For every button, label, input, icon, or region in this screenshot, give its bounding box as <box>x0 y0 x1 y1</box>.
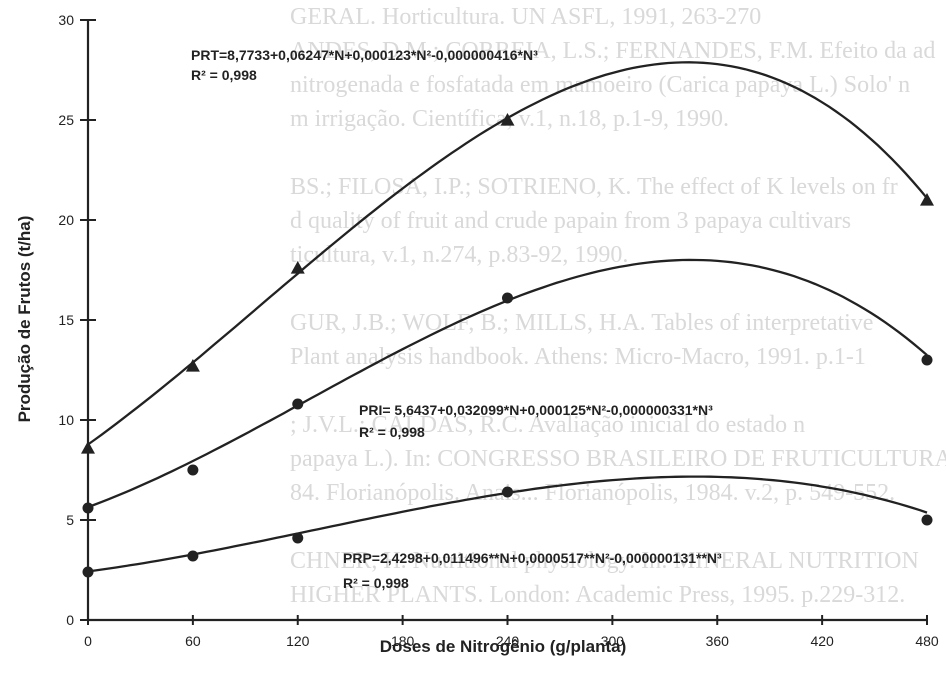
tick-labels: 0 60 120 180 240 300 360 420 480 0 5 10 15 20 25 30 <box>58 12 938 649</box>
triangle-marker <box>185 359 200 372</box>
circle-marker <box>502 292 513 304</box>
x-tick-label: 300 <box>601 633 625 649</box>
r2-prt: R² = 0,998 <box>191 67 257 83</box>
x-tick-label: 420 <box>810 633 834 649</box>
r2-pri: R² = 0,998 <box>359 424 425 440</box>
circle-marker <box>187 550 199 562</box>
circle-marker <box>82 566 94 578</box>
x-tick-label: 60 <box>185 633 201 649</box>
triangle-marker <box>500 113 515 126</box>
y-tick-label: 0 <box>66 612 74 628</box>
circle-marker <box>502 486 513 498</box>
triangle-marker <box>290 261 305 274</box>
y-tick-label: 30 <box>58 12 74 28</box>
chart-axes <box>80 19 928 625</box>
equation-prp: PRP=2,4298+0,011496**N+0,0000517**N²-0,0… <box>343 550 722 566</box>
x-tick-label: 180 <box>391 633 415 649</box>
circle-marker <box>82 502 94 514</box>
data-markers <box>81 113 934 578</box>
triangle-marker <box>920 193 934 206</box>
y-tick-label: 25 <box>58 112 74 128</box>
x-tick-label: 240 <box>496 633 520 649</box>
x-axis-title: Doses de Nitrogênio (g/planta) <box>380 637 627 656</box>
x-tick-label: 480 <box>915 633 939 649</box>
circle-marker <box>921 354 933 366</box>
triangle-marker <box>81 441 95 454</box>
equation-pri: PRI= 5,6437+0,032099*N+0,000125*N²-0,000… <box>359 402 713 418</box>
y-axis-title: Produção de Frutos (t/ha) <box>15 216 34 423</box>
y-tick-label: 15 <box>58 312 74 328</box>
x-tick-label: 120 <box>286 633 310 649</box>
r2-prp: R² = 0,998 <box>343 575 409 591</box>
circle-marker <box>921 514 933 526</box>
x-tick-label: 360 <box>706 633 730 649</box>
circle-marker <box>187 464 199 476</box>
circle-marker <box>292 532 304 544</box>
circle-marker <box>292 398 304 410</box>
y-tick-label: 10 <box>58 412 74 428</box>
equation-prt: PRT=8,7733+0,06247*N+0,000123*N²-0,00000… <box>191 47 538 63</box>
y-tick-label: 5 <box>66 512 74 528</box>
x-tick-label: 0 <box>84 633 92 649</box>
y-tick-label: 20 <box>58 212 74 228</box>
